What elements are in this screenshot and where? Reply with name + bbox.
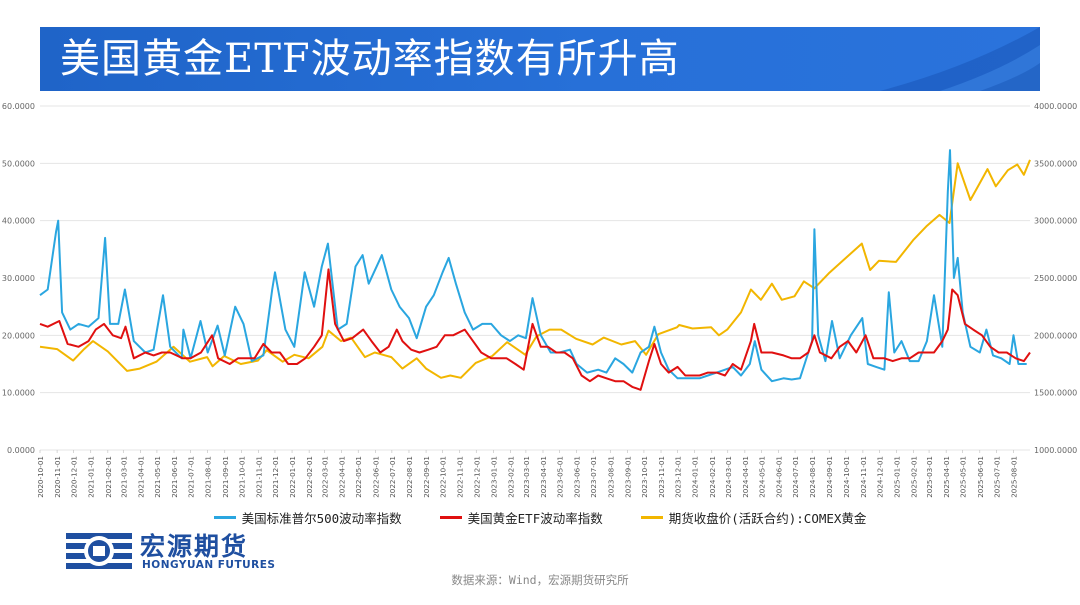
x-axis-tick-label: 2021-04-01 <box>136 456 145 498</box>
x-axis-tick-label: 2021-10-01 <box>237 456 246 498</box>
left-axis-tick-label: 40.0000 <box>2 217 35 226</box>
x-axis-tick-label: 2021-03-01 <box>119 456 128 498</box>
x-axis-tick-label: 2021-05-01 <box>153 456 162 498</box>
x-axis-tick-label: 2022-02-01 <box>305 456 314 498</box>
x-axis-tick-label: 2024-12-01 <box>875 456 884 498</box>
legend-item-gold-vol: 美国黄金ETF波动率指数 <box>439 507 603 527</box>
x-axis-tick-label: 2023-10-01 <box>640 456 649 498</box>
right-axis-tick-label: 4000.0000 <box>1034 102 1077 111</box>
legend-label-gold-vol: 美国黄金ETF波动率指数 <box>467 510 603 526</box>
x-axis-tick-label: 2025-06-01 <box>976 456 985 498</box>
banner-stripes <box>880 27 1040 91</box>
x-axis-tick-label: 2023-08-01 <box>606 456 615 498</box>
logo-mark-icon <box>66 533 132 569</box>
x-axis-tick-label: 2023-05-01 <box>556 456 565 498</box>
series-line-comex-gold <box>39 159 1031 379</box>
x-axis-tick-label: 2024-02-01 <box>708 456 717 498</box>
data-source-note: 数据来源：Wind，宏源期货研究所 <box>451 573 629 587</box>
x-axis-tick-label: 2024-06-01 <box>775 456 784 498</box>
x-axis-tick-label: 2024-10-01 <box>842 456 851 498</box>
x-axis-tick-label: 2025-08-01 <box>1009 456 1018 498</box>
right-axis-tick-label: 1500.0000 <box>1034 389 1077 398</box>
legend-label-comex-gold: 期货收盘价(活跃合约):COMEX黄金 <box>668 510 867 526</box>
x-axis-tick-label: 2021-07-01 <box>187 456 196 498</box>
x-axis-tick-label: 2022-08-01 <box>405 456 414 498</box>
x-axis-tick-label: 2025-07-01 <box>992 456 1001 498</box>
x-axis-tick-label: 2025-03-01 <box>925 456 934 498</box>
x-axis-tick-label: 2022-11-01 <box>456 456 465 498</box>
legend-swatch-comex-gold <box>640 515 663 519</box>
x-axis-tick-label: 2021-12-01 <box>271 456 280 498</box>
legend-item-spx-vol: 美国标准普尔500波动率指数 <box>213 507 402 527</box>
x-axis-tick-label: 2022-07-01 <box>388 456 397 498</box>
logo-chinese-name: 宏源期货 <box>140 532 249 561</box>
series-line-spx-vol <box>39 149 1027 383</box>
x-axis-tick-label: 2023-04-01 <box>539 456 548 498</box>
x-axis-tick-label: 2021-06-01 <box>170 456 179 498</box>
x-axis-tick-label: 2022-10-01 <box>439 456 448 498</box>
x-axis-tick-label: 2025-04-01 <box>942 456 951 498</box>
chart-legend: 美国标准普尔500波动率指数 美国黄金ETF波动率指数 期货收盘价(活跃合约):… <box>0 507 1080 527</box>
x-axis-tick-label: 2020-12-01 <box>70 456 79 498</box>
x-axis-tick-label: 2023-02-01 <box>506 456 515 498</box>
right-axis-tick-label: 2000.0000 <box>1034 331 1077 340</box>
x-axis-tick-label: 2025-05-01 <box>959 456 968 498</box>
page-title: 美国黄金ETF波动率指数有所升高 <box>60 36 680 82</box>
logo-english-name: HONGYUAN FUTURES <box>142 559 276 571</box>
x-axis-tick-label: 2022-05-01 <box>354 456 363 498</box>
left-axis-tick-label: 10.0000 <box>2 389 35 398</box>
x-axis-tick-label: 2024-05-01 <box>757 456 766 498</box>
left-axis-tick-label: 20.0000 <box>2 331 35 340</box>
x-axis-tick-label: 2022-03-01 <box>321 456 330 498</box>
x-axis-tick-label: 2022-01-01 <box>288 456 297 498</box>
x-axis-tick-label: 2025-02-01 <box>910 456 919 498</box>
x-axis-tick-label: 2022-06-01 <box>371 456 380 498</box>
x-axis-tick-label: 2021-09-01 <box>221 456 230 498</box>
x-axis-tick-label: 2024-08-01 <box>808 456 817 498</box>
legend-item-comex-gold: 期货收盘价(活跃合约):COMEX黄金 <box>640 507 867 527</box>
company-logo: 宏源期货 HONGYUAN FUTURES <box>66 527 316 577</box>
x-axis-tick-label: 2023-12-01 <box>674 456 683 498</box>
left-axis-tick-label: 30.0000 <box>2 274 35 283</box>
x-axis-tick-label: 2020-11-01 <box>53 456 62 498</box>
x-axis-tick-label: 2023-07-01 <box>589 456 598 498</box>
x-axis-tick-label: 2021-02-01 <box>104 456 113 498</box>
x-axis-tick-label: 2022-09-01 <box>422 456 431 498</box>
x-axis-tick-label: 2020-10-01 <box>36 456 45 498</box>
x-axis-tick-label: 2023-09-01 <box>623 456 632 498</box>
x-axis-tick-label: 2021-08-01 <box>204 456 213 498</box>
legend-label-spx-vol: 美国标准普尔500波动率指数 <box>241 510 402 526</box>
x-axis-tick-label: 2022-04-01 <box>338 456 347 498</box>
x-axis-tick-label: 2021-11-01 <box>254 456 263 498</box>
x-axis-tick-label: 2024-01-01 <box>691 456 700 498</box>
right-axis-tick-label: 3500.0000 <box>1034 159 1077 168</box>
legend-swatch-gold-vol <box>439 515 462 519</box>
x-axis-tick-label: 2024-11-01 <box>859 456 868 498</box>
right-axis-tick-label: 3000.0000 <box>1034 217 1077 226</box>
x-axis-tick-label: 2023-06-01 <box>573 456 582 498</box>
left-axis-tick-label: 0.0000 <box>7 446 35 455</box>
right-axis-tick-label: 1000.0000 <box>1034 446 1077 455</box>
x-axis-tick-label: 2024-04-01 <box>741 456 750 498</box>
chart: 0.0000 10.0000 20.0000 30.0000 40.0000 50.000… <box>2 102 1077 498</box>
series-line-gold-vol <box>39 268 1031 391</box>
legend-swatch-spx-vol <box>213 515 236 519</box>
title-banner: 美国黄金ETF波动率指数有所升高 <box>40 27 1040 91</box>
x-axis-tick-label: 2024-03-01 <box>724 456 733 498</box>
x-axis-tick-label: 2023-01-01 <box>489 456 498 498</box>
x-axis-tick-label: 2023-03-01 <box>522 456 531 498</box>
x-axis-tick-label: 2024-09-01 <box>825 456 834 498</box>
x-axis-tick-label: 2023-11-01 <box>657 456 666 498</box>
right-axis-tick-label: 2500.0000 <box>1034 274 1077 283</box>
x-axis-tick-label: 2024-07-01 <box>791 456 800 498</box>
left-axis-tick-label: 50.0000 <box>2 159 35 168</box>
left-axis-tick-label: 60.0000 <box>2 102 35 111</box>
x-axis-tick-label: 2025-01-01 <box>893 456 902 498</box>
x-axis-tick-label: 2022-12-01 <box>472 456 481 498</box>
x-axis-tick-label: 2021-01-01 <box>87 456 96 498</box>
